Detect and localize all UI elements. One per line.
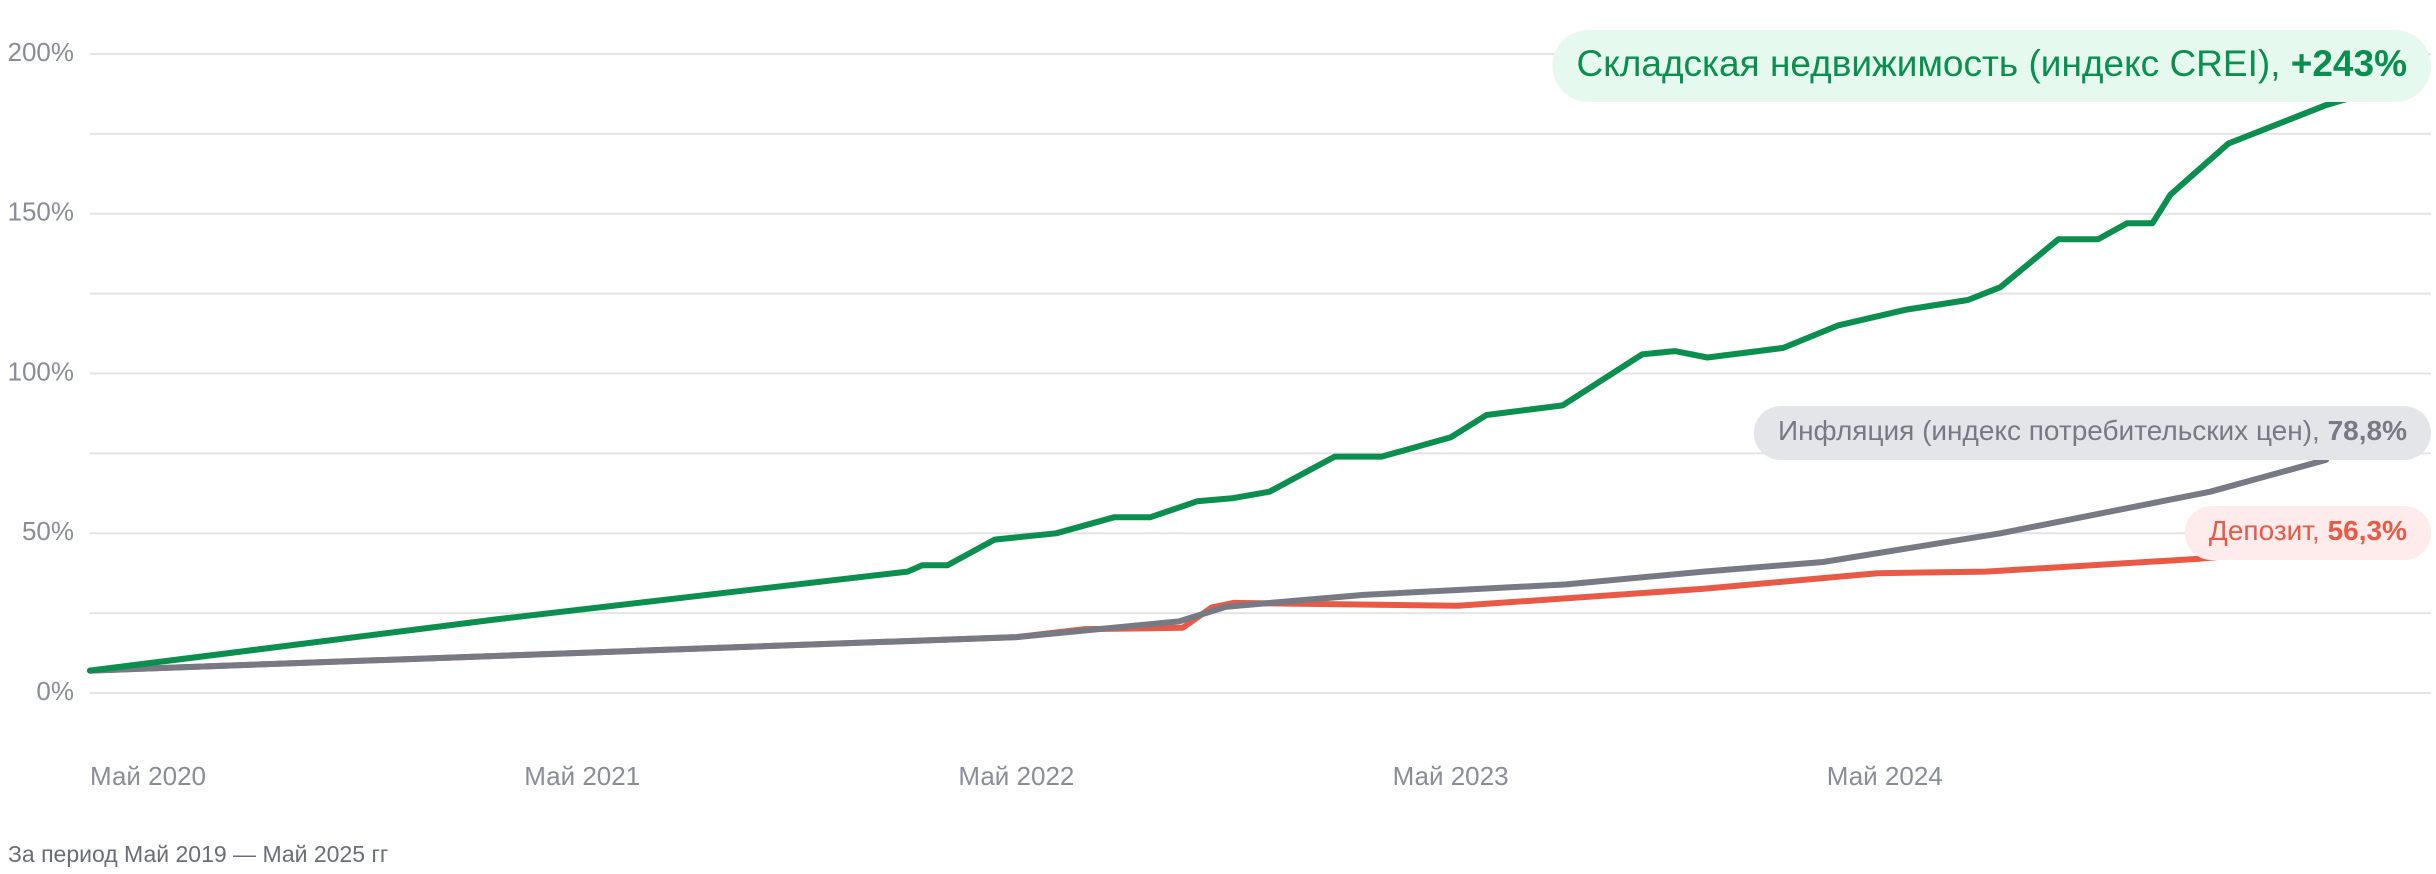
x-tick-label: Май 2021 (524, 761, 640, 791)
legend-name: Депозит (2209, 515, 2315, 546)
total-label: 78,8% (2328, 415, 2407, 446)
y-tick-label: 100% (8, 356, 75, 386)
grid (90, 53, 2431, 694)
series-label: Складская недвижимость (индекс CREI), +2… (1552, 30, 2431, 102)
label-text: Инфляция (индекс потребительских цен), 7… (1778, 415, 2407, 446)
x-tick-label: Май 2023 (1393, 761, 1509, 791)
y-tick-label: 200% (8, 37, 75, 67)
x-tick-label: Май 2020 (90, 761, 206, 791)
series-label: Инфляция (индекс потребительских цен), 7… (1753, 406, 2431, 460)
y-tick-label: 150% (8, 197, 75, 227)
label-pill (1552, 30, 2431, 102)
label-text: Депозит, 56,3% (2209, 515, 2407, 546)
series-label: Депозит, 56,3% (2184, 506, 2431, 560)
legend-name: Складская недвижимость (индекс CREI) (1576, 43, 2270, 84)
x-tick-label: Май 2022 (958, 761, 1074, 791)
label-pill (2184, 506, 2431, 560)
line-series (87, 456, 2330, 674)
label-text: Складская недвижимость (индекс CREI), +2… (1576, 43, 2407, 84)
label-pill (1753, 406, 2431, 460)
total-label: +243% (2291, 43, 2407, 84)
label-separator: , (2312, 515, 2328, 546)
footnote: За период Май 2019 — Май 2025 гг (8, 841, 388, 867)
y-tick-label: 0% (36, 676, 74, 706)
legend-name: Инфляция (индекс потребительских цен) (1778, 415, 2312, 446)
label-separator: , (2312, 415, 2328, 446)
label-separator: , (2270, 43, 2291, 84)
y-tick-label: 50% (22, 516, 74, 546)
total-label: 56,3% (2328, 515, 2407, 546)
x-tick-label: Май 2024 (1827, 761, 1943, 791)
line-series (87, 89, 2373, 674)
